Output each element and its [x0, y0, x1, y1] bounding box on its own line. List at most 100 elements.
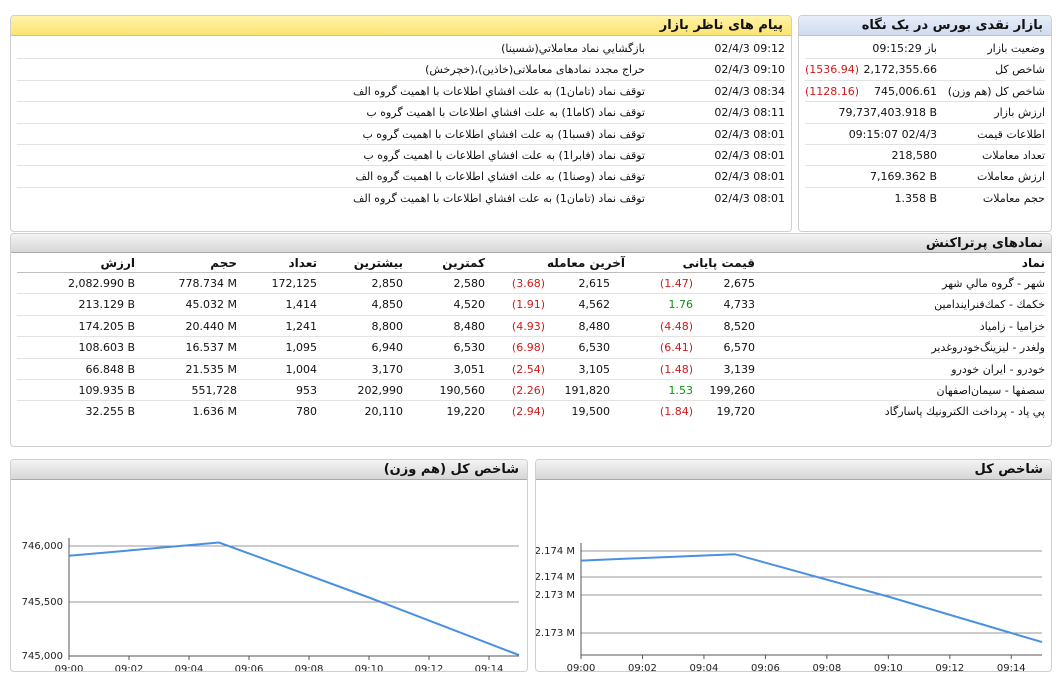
overview-row: شاخص کل 2,172,355.66 (1536.94)	[805, 59, 1045, 81]
close-price: 8,520	[723, 319, 756, 333]
message-time: 02/4/3 08:01	[714, 127, 785, 141]
overview-label: شاخص کل (هم وزن)	[947, 84, 1045, 98]
overview-row: اطلاعات قیمت 09:15:07 02/4/3	[805, 124, 1045, 145]
symbol-row[interactable]: ولغدر - ليزينگ‌خودروغدير 6,570 (6.41) 6,530…	[17, 337, 1045, 359]
x-tick-label: 09:02	[115, 664, 144, 671]
message-item[interactable]: 02/4/3 08:34 توقف نماد (تامان1) به علت اف…	[17, 81, 785, 103]
overview-value: 7,169.362 B	[869, 170, 937, 184]
header-count: تعداد	[288, 256, 317, 270]
last-trade-change: (4.93)	[511, 319, 545, 333]
trade-value: 174.205 B	[78, 319, 135, 333]
trade-count: 1,241	[285, 319, 318, 333]
y-tick-label: 2.173 M	[536, 628, 575, 639]
close-change: (1.48)	[659, 362, 693, 376]
message-time: 02/4/3 09:10	[714, 63, 785, 77]
x-tick-label: 09:08	[295, 664, 324, 671]
overview-row: شاخص کل (هم وزن) 745,006.61 (1128.16)	[805, 81, 1045, 103]
message-time: 02/4/3 08:34	[714, 84, 785, 98]
symbol-name[interactable]: خزاميا - زامياد	[979, 319, 1045, 333]
message-text: توقف نماد (وصنا1) به علت افشاي اطلاعات ب…	[355, 170, 645, 184]
symbol-row[interactable]: سصفها - سيمان‌اصفهان 199,260 1.53 191,820 (2…	[17, 380, 1046, 402]
symbol-row[interactable]: خکمك - کمك‌فنرايندامين 4,733 1.76 4,562 (1.9…	[17, 294, 1045, 316]
header-symbol: نماد	[1021, 256, 1045, 270]
high-price: 202,990	[357, 383, 404, 397]
symbol-name[interactable]: شهر - گروه مالي شهر	[942, 277, 1045, 290]
last-trade-price: 3,105	[578, 362, 611, 376]
message-item[interactable]: 02/4/3 08:01 توقف نماد (وصنا1) به علت افش…	[17, 166, 785, 188]
overview-row: وضعیت بازار باز 09:15:29	[805, 38, 1045, 60]
close-price: 4,733	[723, 298, 756, 312]
trade-count: 172,125	[271, 277, 318, 290]
low-price: 2,580	[453, 277, 486, 290]
high-price: 3,170	[371, 362, 404, 376]
low-price: 6,530	[453, 341, 486, 355]
last-trade-price: 8,480	[578, 319, 611, 333]
x-tick-label: 09:00	[55, 664, 84, 671]
symbol-name[interactable]: خودرو - ايران‌ خودرو	[951, 362, 1045, 376]
message-time: 02/4/3 08:01	[714, 148, 785, 162]
message-item[interactable]: 02/4/3 08:01 توقف نماد (فابرا1) به علت اف…	[17, 145, 785, 167]
header-volume: حجم	[210, 256, 237, 270]
x-tick-label: 09:02	[628, 663, 657, 671]
symbol-name[interactable]: پي پاد - پرداخت الكترونيك پاسارگاد	[884, 405, 1045, 419]
trade-count: 1,414	[285, 298, 318, 312]
message-text: توقف نماد (فابرا1) به علت افشاي اطلاعات …	[363, 148, 645, 162]
symbol-name[interactable]: خکمك - کمك‌فنرايندامين	[934, 298, 1045, 312]
message-item[interactable]: 02/4/3 09:12 بازگشايي نماد معاملاتي(شسينا…	[17, 38, 785, 60]
last-trade-price: 4,562	[578, 298, 611, 312]
high-price: 20,110	[364, 405, 404, 419]
last-trade-change: (2.54)	[511, 362, 545, 376]
index-line	[580, 553, 1043, 644]
overview-value: 1.358 B	[894, 191, 937, 205]
high-price: 8,800	[371, 319, 404, 333]
equal-weight-index-chart: 746,000 745,500 745,000 09:00 09:02 09:04 09:0…	[22, 538, 520, 671]
high-price: 4,850	[371, 298, 404, 312]
symbol-name[interactable]: سصفها - سيمان‌اصفهان	[936, 383, 1046, 397]
y-tick-label: 2.174 M	[536, 572, 575, 583]
overview-label: ارزش بازار	[994, 106, 1045, 120]
close-change: (1.47)	[659, 277, 693, 290]
message-item[interactable]: 02/4/3 08:11 توقف نماد (کاما1) به علت افش…	[17, 102, 785, 124]
overview-row: حجم معاملات 1.358 B	[805, 188, 1045, 209]
y-tick-label: 2.174 M	[536, 546, 575, 557]
trade-volume: 778.734 M	[178, 277, 237, 290]
y-tick-label: 746,000	[22, 541, 63, 552]
overview-change: (1128.16)	[805, 84, 860, 98]
message-item[interactable]: 02/4/3 08:01 توقف نماد (تامان1) به علت اف…	[17, 188, 785, 209]
symbol-row[interactable]: خزاميا - زامياد 8,520 (4.48) 8,480 (4.93) 8,4…	[17, 316, 1045, 338]
message-text: حراج مجدد نمادهای معاملاتی(خاذین)،(خچرخش…	[425, 63, 645, 77]
trade-count: 1,095	[285, 341, 318, 355]
symbol-row[interactable]: شهر - گروه مالي شهر 2,675 (1.47) 2,615 (3.68…	[17, 273, 1045, 295]
x-tick-label: 09:04	[175, 664, 204, 671]
x-tick-label: 09:10	[355, 664, 384, 671]
header-last-trade: آخرین معامله	[546, 256, 625, 270]
x-tick-label: 09:08	[812, 663, 841, 671]
trade-volume: 20.440 M	[185, 319, 237, 333]
trade-volume: 1.636 M	[192, 405, 237, 419]
market-overview-title: بازار نقدی بورس در یک نگاه	[799, 16, 1051, 36]
header-low: کمترین	[442, 256, 485, 270]
symbol-row[interactable]: خودرو - ايران‌ خودرو 3,139 (1.48) 3,105 (2.5…	[17, 359, 1045, 380]
overview-label: شاخص کل	[995, 63, 1045, 77]
low-price: 8,480	[453, 319, 486, 333]
message-text: توقف نماد (تامان1) به علت افشاي اطلاعات …	[353, 191, 645, 205]
message-item[interactable]: 02/4/3 08:01 توقف نماد (فسبا1) به علت افش…	[17, 124, 785, 145]
overview-row: ارزش بازار 79,737,403.918 B	[805, 102, 1045, 124]
symbol-row[interactable]: پي پاد - پرداخت الكترونيك پاسارگاد 19,720…	[17, 401, 1045, 422]
trade-volume: 21.535 M	[185, 362, 237, 376]
total-index-chart: 2.174 M 2.174 M 2.173 M 2.173 M 09:00 09:02 09…	[536, 543, 1043, 671]
trade-value: 109.935 B	[78, 383, 135, 397]
close-price: 2,675	[723, 277, 756, 290]
message-text: توقف نماد (کاما1) به علت افشاي اطلاعات ب…	[366, 106, 645, 120]
message-item[interactable]: 02/4/3 09:10 حراج مجدد نمادهای معاملاتی(خ…	[17, 59, 785, 81]
supervisor-messages-title: پیام های ناظر بازار	[11, 16, 791, 36]
total-index-chart-title: شاخص کل	[536, 460, 1051, 480]
close-price: 6,570	[723, 341, 756, 355]
symbol-name[interactable]: ولغدر - ليزينگ‌خودروغدير	[931, 341, 1045, 355]
supervisor-messages-panel: پیام های ناظر بازار 02/4/3 09:12 بازگشايي…	[10, 15, 792, 232]
overview-value: 09:15:07 02/4/3	[848, 127, 937, 141]
close-price: 19,720	[716, 405, 756, 419]
x-tick-label: 09:06	[751, 663, 780, 671]
trade-volume: 551,728	[191, 383, 238, 397]
y-tick-label: 2.173 M	[536, 590, 575, 601]
